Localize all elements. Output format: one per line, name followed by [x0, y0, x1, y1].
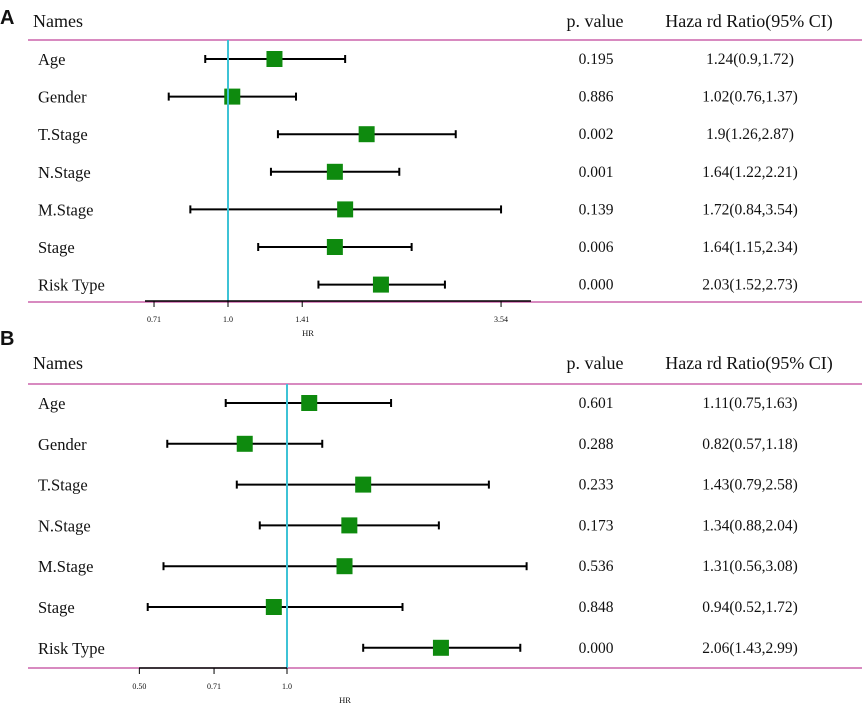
row-name: Age [38, 50, 66, 69]
row-p-value: 0.001 [579, 164, 614, 181]
row-hr-ci: 1.31(0.56,3.08) [702, 558, 798, 575]
row-hr-ci: 2.06(1.43,2.99) [702, 640, 798, 657]
row-name: Gender [38, 435, 87, 454]
row-p-value: 0.000 [579, 640, 614, 657]
header-names: Names [33, 353, 83, 373]
hr-marker [236, 435, 253, 452]
x-tick-label: 3.54 [494, 315, 508, 324]
row-name: M.Stage [38, 557, 93, 576]
row-name: Stage [38, 238, 75, 257]
row-name: N.Stage [38, 163, 91, 182]
row-hr-ci: 1.02(0.76,1.37) [702, 89, 798, 106]
row-hr-ci: 0.82(0.57,1.18) [702, 436, 798, 453]
hr-marker [265, 599, 282, 615]
row-p-value: 0.886 [579, 89, 614, 106]
x-tick-label: 0.71 [207, 682, 221, 691]
hr-marker [336, 558, 353, 575]
row-hr-ci: 1.43(0.79,2.58) [702, 477, 798, 494]
x-tick-label: 1.0 [282, 682, 292, 691]
hr-marker [341, 517, 358, 534]
row-p-value: 0.173 [579, 517, 614, 534]
row-p-value: 0.288 [579, 436, 614, 453]
row-name: Stage [38, 598, 75, 617]
row-name: T.Stage [38, 476, 88, 495]
x-axis-label: HR [302, 328, 314, 338]
panel-label: B [0, 328, 14, 350]
row-name: M.Stage [38, 200, 93, 219]
row-name: T.Stage [38, 125, 88, 144]
row-hr-ci: 1.9(1.26,2.87) [706, 126, 794, 143]
row-p-value: 0.000 [579, 277, 614, 294]
row-p-value: 0.601 [579, 395, 614, 412]
row-hr-ci: 0.94(0.52,1.72) [702, 599, 798, 616]
row-hr-ci: 2.03(1.52,2.73) [702, 277, 798, 294]
hr-marker [266, 51, 283, 67]
row-hr-ci: 1.72(0.84,3.54) [702, 201, 798, 218]
row-hr-ci: 1.64(1.15,2.34) [702, 239, 798, 256]
row-p-value: 0.233 [579, 477, 614, 494]
hr-marker [358, 126, 375, 143]
x-tick-label: 0.71 [147, 315, 161, 324]
row-name: Risk Type [38, 639, 105, 658]
hr-marker [432, 639, 449, 656]
row-p-value: 0.848 [579, 599, 614, 616]
hr-marker [337, 201, 354, 218]
row-hr-ci: 1.34(0.88,2.04) [702, 517, 798, 534]
header-hazard-ratio: Haza rd Ratio(95% CI) [665, 11, 832, 32]
row-p-value: 0.536 [579, 558, 614, 575]
hr-marker [301, 395, 318, 411]
forest-panel-a: A Names p. value Haza rd Ratio(95% CI) Age 0.… [0, 7, 862, 338]
row-p-value: 0.195 [579, 51, 614, 68]
panel-label: A [0, 7, 14, 29]
x-axis-label: HR [339, 695, 351, 704]
row-p-value: 0.006 [579, 239, 614, 256]
header-p-value: p. value [567, 11, 624, 31]
row-p-value: 0.139 [579, 201, 614, 218]
row-name: Age [38, 394, 66, 413]
hr-marker [326, 163, 343, 180]
x-tick-label: 1.0 [223, 315, 233, 324]
x-tick-label: 1.41 [295, 315, 309, 324]
forest-panel-b: B Names p. value Haza rd Ratio(95% CI) Age 0.… [0, 328, 862, 705]
row-name: Risk Type [38, 276, 105, 295]
row-hr-ci: 1.24(0.9,1.72) [706, 51, 794, 68]
hr-marker [224, 88, 241, 105]
hr-marker [372, 276, 389, 293]
row-hr-ci: 1.11(0.75,1.63) [703, 395, 798, 412]
hr-marker [326, 239, 343, 255]
header-names: Names [33, 11, 83, 31]
x-tick-label: 0.50 [132, 682, 146, 691]
row-name: N.Stage [38, 516, 91, 535]
header-p-value: p. value [567, 353, 624, 373]
hr-marker [355, 476, 372, 493]
row-name: Gender [38, 88, 87, 107]
row-p-value: 0.002 [579, 126, 614, 143]
row-hr-ci: 1.64(1.22,2.21) [702, 164, 798, 181]
header-hazard-ratio: Haza rd Ratio(95% CI) [665, 353, 832, 374]
